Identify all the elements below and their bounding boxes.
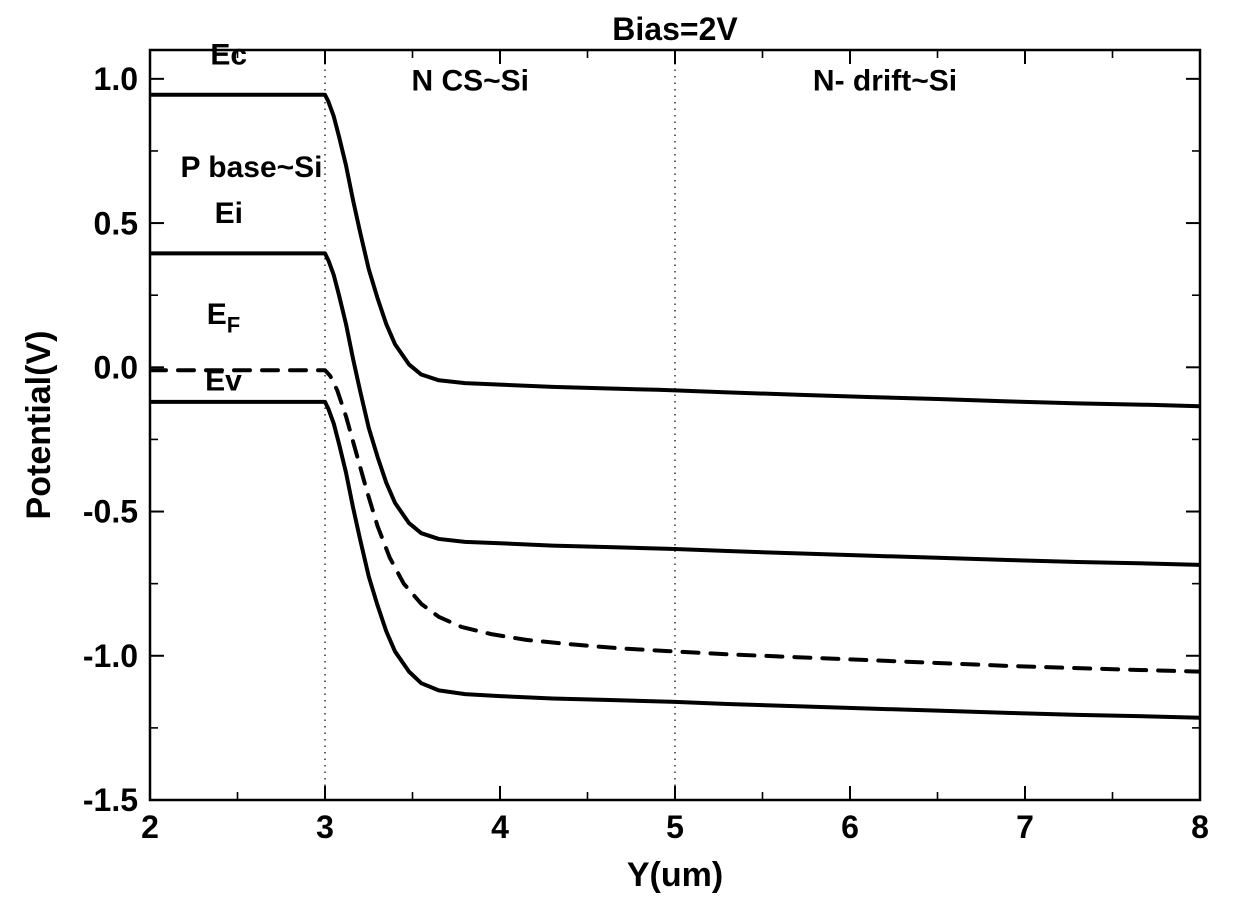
chart-title: Bias=2V [612,11,738,47]
x-tick-label: 8 [1191,809,1209,845]
x-tick-label: 7 [1016,809,1034,845]
chart-annotation: N CS~Si [411,64,529,97]
y-axis-label: Potential(V) [20,331,58,520]
y-tick-label: -1.0 [83,638,138,674]
chart-container: Bias=2V 2 3 4 5 6 7 8 Y(um) -1.5 -1.0 -0.5 0.0 0.5 1.0… [0,0,1240,903]
y-tick-label: -1.5 [83,782,138,818]
x-axis-label: Y(um) [627,856,723,894]
chart-annotation: Ec [210,38,247,71]
x-tick-label: 4 [491,809,509,845]
x-tick-label: 5 [666,809,684,845]
y-tick-label: -0.5 [83,494,138,530]
y-tick-label: 1.0 [94,61,138,97]
chart-annotation: N- drift~Si [813,64,957,97]
y-tick-label: 0.5 [94,205,138,241]
x-tick-label: 2 [141,809,159,845]
chart-annotation: P base~Si [180,151,322,184]
y-tick-label: 0.0 [94,350,138,386]
chart-annotation: Ev [205,364,242,397]
chart-annotation: Ei [215,197,243,230]
x-tick-label: 3 [316,809,334,845]
chart-svg: Bias=2V 2 3 4 5 6 7 8 Y(um) -1.5 -1.0 -0.5 0.0 0.5 1.0… [0,0,1240,903]
x-tick-label: 6 [841,809,859,845]
